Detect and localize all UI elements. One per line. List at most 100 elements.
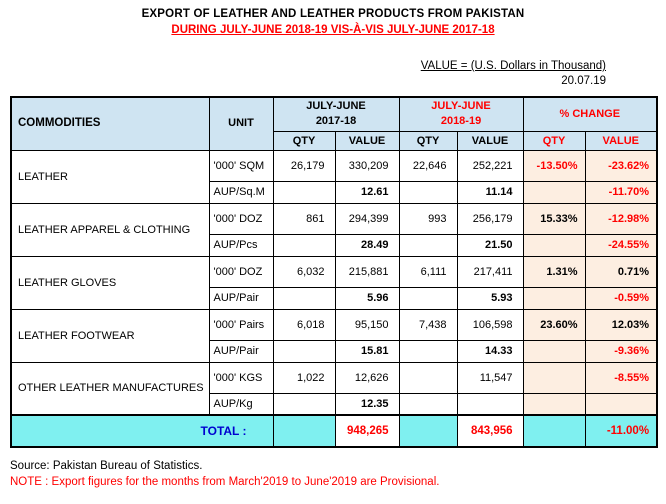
value-unit-note: VALUE = (U.S. Dollars in Thousand) (420, 60, 606, 72)
aup-row: AUP/Kg 12.35 (11, 392, 658, 416)
aup-pct-qty-cell (522, 392, 586, 416)
aup-qty-2018-cell (398, 339, 458, 363)
commodity-name: LEATHER APPAREL & CLOTHING (10, 202, 210, 257)
meta-block: VALUE = (U.S. Dollars in Thousand) 20.07… (10, 60, 656, 87)
report-title: EXPORT OF LEATHER AND LEATHER PRODUCTS F… (141, 8, 525, 20)
col-header-value-2017: VALUE (334, 130, 400, 151)
commodity-row: OTHER LEATHER MANUFACTURES '000' KGS 1,0… (10, 361, 658, 416)
total-qty-2017-cell (272, 414, 336, 448)
unit-cell: '000' Pairs (208, 308, 274, 341)
commodity-name: OTHER LEATHER MANUFACTURES (10, 361, 210, 416)
pct-change-value-cell: 12.03% (584, 308, 658, 341)
value-2017-cell: 294,399 (334, 202, 400, 235)
commodity-name: LEATHER (10, 149, 210, 204)
qty-2018-cell (398, 361, 458, 394)
pct-change-value-cell: -23.62% (584, 149, 658, 182)
aup-pct-qty-cell (522, 286, 586, 310)
value-2018-cell: 252,221 (456, 149, 524, 182)
total-row: TOTAL : 948,265 843,956 -11.00% (10, 414, 658, 448)
col-header-pct-change: % CHANGE (522, 96, 658, 132)
aup-unit-cell: AUP/Pcs (208, 233, 274, 257)
source-note: Source: Pakistan Bureau of Statistics. (10, 460, 203, 472)
table-header-row-1: COMMODITIES UNIT JULY-JUNE 2017-18 JULY-… (10, 96, 658, 151)
aup-qty-2018-cell (398, 286, 458, 310)
unit-cell: '000' DOZ (208, 255, 274, 288)
aup-value-2017-cell: 12.35 (334, 392, 400, 416)
value-2018-cell: 106,598 (456, 308, 524, 341)
col-header-qty-2018: QTY (398, 130, 458, 151)
total-value-2017-cell: 948,265 (334, 414, 400, 448)
aup-qty-2018-cell (398, 392, 458, 416)
report-subtitle: DURING JULY-JUNE 2018-19 VIS-À-VIS JULY-… (171, 24, 495, 36)
pct-change-qty-cell: -13.50% (522, 149, 586, 182)
total-pct-value-cell: -11.00% (584, 414, 658, 448)
unit-cell: '000' KGS (208, 361, 274, 394)
period-2017-line2: 2017-18 (315, 115, 357, 128)
commodity-row: LEATHER GLOVES '000' DOZ 6,032 215,881 6… (10, 255, 658, 310)
aup-unit-cell: AUP/Pair (208, 339, 274, 363)
period-2018-line1: JULY-JUNE (431, 100, 491, 113)
aup-value-2017-cell: 5.96 (334, 286, 400, 310)
total-qty-2018-cell (398, 414, 458, 448)
period-2017-line1: JULY-JUNE (306, 100, 366, 113)
qty-2018-cell: 22,646 (398, 149, 458, 182)
value-2017-cell: 95,150 (334, 308, 400, 341)
report-date: 20.07.19 (561, 75, 606, 87)
aup-qty-2017-cell (272, 286, 336, 310)
aup-row: AUP/Pair 5.96 5.93 -0.59% (11, 286, 658, 310)
commodity-name: LEATHER GLOVES (10, 255, 210, 310)
col-header-commodities: COMMODITIES (10, 96, 210, 151)
table-header-row-2: QTY VALUE QTY VALUE QTY VALUE (11, 130, 658, 151)
aup-value-2018-cell: 14.33 (456, 339, 524, 363)
pct-change-qty-cell: 1.31% (522, 255, 586, 288)
qty-2017-cell: 6,018 (272, 308, 336, 341)
unit-cell: '000' DOZ (208, 202, 274, 235)
value-2017-cell: 330,209 (334, 149, 400, 182)
qty-2017-cell: 861 (272, 202, 336, 235)
footer: Source: Pakistan Bureau of Statistics. N… (10, 460, 656, 488)
aup-value-2017-cell: 12.61 (334, 180, 400, 204)
commodity-row: LEATHER APPAREL & CLOTHING '000' DOZ 861… (10, 202, 658, 257)
aup-qty-2017-cell (272, 180, 336, 204)
value-2017-cell: 12,626 (334, 361, 400, 394)
aup-value-2018-cell (456, 392, 524, 416)
col-header-pct-value: VALUE (584, 130, 658, 151)
total-value-2018-cell: 843,956 (456, 414, 524, 448)
aup-value-2018-cell: 11.14 (456, 180, 524, 204)
aup-qty-2017-cell (272, 392, 336, 416)
aup-pct-qty-cell (522, 339, 586, 363)
aup-unit-cell: AUP/Kg (208, 392, 274, 416)
aup-pct-qty-cell (522, 233, 586, 257)
export-table: COMMODITIES UNIT JULY-JUNE 2017-18 JULY-… (10, 96, 659, 448)
pct-change-qty-cell (522, 361, 586, 394)
aup-pct-value-cell: -24.55% (584, 233, 658, 257)
commodity-name: LEATHER FOOTWEAR (10, 308, 210, 363)
qty-2017-cell: 26,179 (272, 149, 336, 182)
commodity-row: LEATHER FOOTWEAR '000' Pairs 6,018 95,15… (10, 308, 658, 363)
col-header-value-2018: VALUE (456, 130, 524, 151)
unit-cell: '000' SQM (208, 149, 274, 182)
aup-pct-value-cell (584, 392, 658, 416)
period-2018-line2: 2018-19 (440, 115, 482, 128)
pct-change-qty-cell: 15.33% (522, 202, 586, 235)
total-label: TOTAL : (10, 414, 274, 448)
aup-qty-2017-cell (272, 339, 336, 363)
commodity-row: LEATHER '000' SQM 26,179 330,209 22,646 … (10, 149, 658, 204)
pct-change-value-cell: -8.55% (584, 361, 658, 394)
col-header-period-2018-19: JULY-JUNE 2018-19 (398, 96, 524, 132)
qty-2017-cell: 1,022 (272, 361, 336, 394)
value-2018-cell: 11,547 (456, 361, 524, 394)
pct-change-value-cell: -12.98% (584, 202, 658, 235)
qty-2017-cell: 6,032 (272, 255, 336, 288)
aup-row: AUP/Pair 15.81 14.33 -9.36% (11, 339, 658, 363)
aup-value-2017-cell: 15.81 (334, 339, 400, 363)
aup-pct-value-cell: -9.36% (584, 339, 658, 363)
aup-qty-2018-cell (398, 180, 458, 204)
aup-qty-2018-cell (398, 233, 458, 257)
value-2017-cell: 215,881 (334, 255, 400, 288)
col-header-qty-2017: QTY (272, 130, 336, 151)
qty-2018-cell: 993 (398, 202, 458, 235)
aup-pct-value-cell: -0.59% (584, 286, 658, 310)
aup-unit-cell: AUP/Pair (208, 286, 274, 310)
aup-unit-cell: AUP/Sq.M (208, 180, 274, 204)
